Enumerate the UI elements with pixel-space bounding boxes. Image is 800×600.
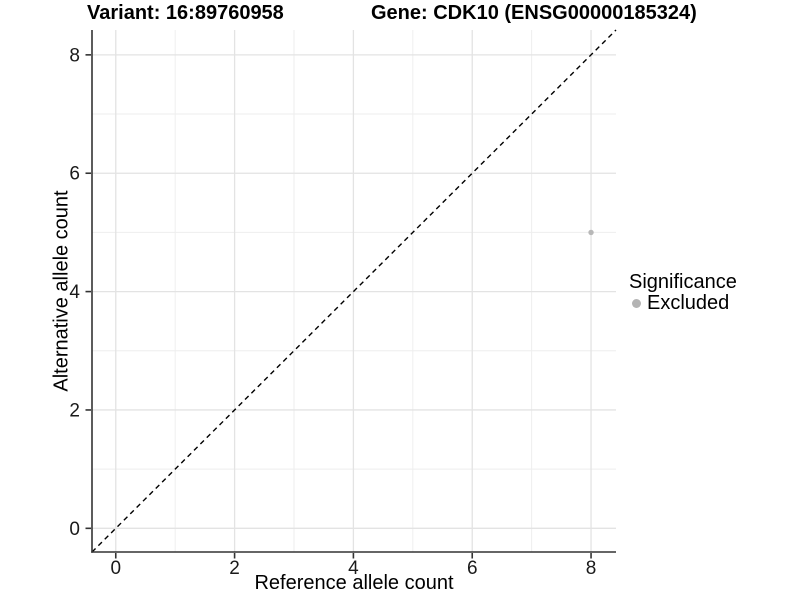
variant-title: Variant: 16:89760958 (87, 2, 284, 24)
y-tick-label: 2 (69, 400, 80, 421)
x-tick-label: 2 (229, 558, 240, 579)
data-point (588, 229, 594, 236)
x-axis-title: Reference allele count (254, 572, 454, 594)
legend-point-icon (632, 299, 641, 308)
x-tick-label: 4 (348, 558, 359, 579)
y-tick-label: 8 (69, 45, 80, 66)
legend: Significance Excluded (629, 272, 737, 314)
y-tick-label: 0 (69, 519, 80, 540)
gene-title: Gene: CDK10 (ENSG00000185324) (371, 2, 697, 24)
y-tick-label: 4 (69, 282, 80, 303)
legend-item-label: Excluded (647, 292, 730, 314)
x-tick-label: 8 (586, 558, 597, 579)
x-tick-label: 6 (467, 558, 478, 579)
legend-item-excluded: Excluded (629, 293, 737, 314)
identity-line (91, 29, 617, 553)
y-axis-title: Alternative allele count (50, 190, 73, 392)
y-tick-label: 6 (69, 164, 80, 185)
x-tick-label: 0 (110, 558, 121, 579)
legend-title: Significance (629, 271, 737, 293)
